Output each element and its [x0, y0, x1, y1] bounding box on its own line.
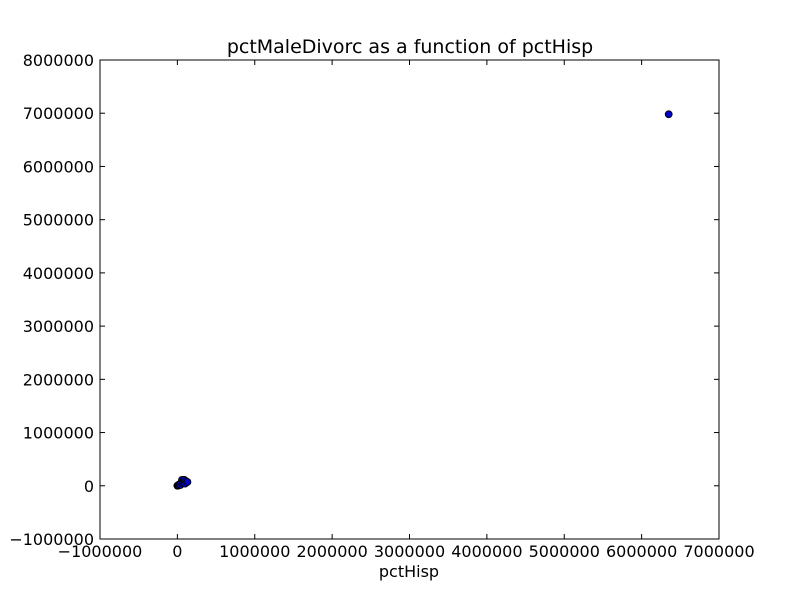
data-points: [173, 110, 673, 490]
y-tick-label: 0: [84, 477, 94, 496]
y-tick-label: −1000000: [9, 530, 94, 549]
x-tick-labels: −1000000 0 1000000 2000000 3000000 4000000 500…: [58, 542, 755, 561]
y-tick-labels: −1000000 0 1000000 2000000 3000000 4000000 500…: [9, 51, 94, 549]
y-tick-label: 3000000: [23, 317, 94, 336]
x-tick-label: −1000000: [58, 542, 143, 561]
data-point: [183, 478, 192, 486]
y-tick-label: 6000000: [23, 157, 94, 176]
x-tick-label: 3000000: [374, 542, 445, 561]
x-tick-label: 0: [172, 542, 182, 561]
x-tick-label: 6000000: [606, 542, 677, 561]
y-tick-label: 4000000: [23, 264, 94, 283]
data-point: [664, 110, 673, 119]
x-tick-label: 4000000: [451, 542, 522, 561]
x-tick-label: 2000000: [296, 542, 367, 561]
chart-title: pctMaleDivorc as a function of pctHisp: [227, 36, 593, 58]
x-axis-label: pctHisp: [379, 562, 439, 581]
y-tick-label: 7000000: [23, 104, 94, 123]
x-tick-label: 5000000: [529, 542, 600, 561]
x-tick-label: 7000000: [683, 542, 754, 561]
y-tick-label: 2000000: [23, 370, 94, 389]
y-tick-label: 5000000: [23, 211, 94, 230]
plot-area: [99, 59, 720, 540]
y-tick-label: 1000000: [23, 424, 94, 443]
x-tick-label: 1000000: [219, 542, 290, 561]
axis-ticks: [99, 59, 720, 540]
y-tick-label: 8000000: [23, 51, 94, 70]
